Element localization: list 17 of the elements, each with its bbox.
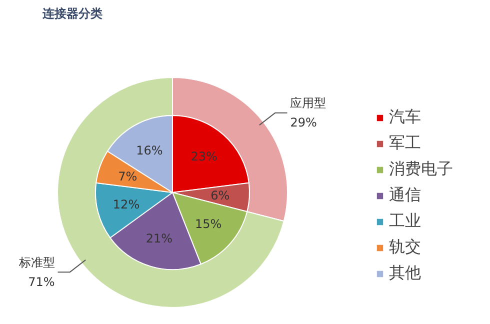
legend-label: 通信 — [389, 185, 421, 206]
legend-label: 军工 — [389, 133, 421, 154]
chart-title: 连接器分类 — [42, 6, 102, 20]
legend-label: 工业 — [389, 211, 421, 232]
legend-label: 其他 — [389, 263, 421, 284]
data-label: 21% — [146, 231, 173, 246]
data-label: 15% — [194, 217, 222, 232]
data-label: 16% — [136, 144, 163, 158]
data-label: 标准型 71% — [18, 255, 55, 289]
data-label: 23% — [190, 150, 218, 164]
data-label: 应用型 29% — [290, 96, 326, 130]
legend-label: 汽车 — [389, 107, 421, 128]
legend-label: 轨交 — [389, 237, 421, 258]
data-label: 12% — [112, 197, 140, 212]
data-label: 7% — [118, 169, 138, 184]
data-label: 6% — [210, 188, 230, 202]
legend-label: 消费电子 — [389, 159, 453, 180]
